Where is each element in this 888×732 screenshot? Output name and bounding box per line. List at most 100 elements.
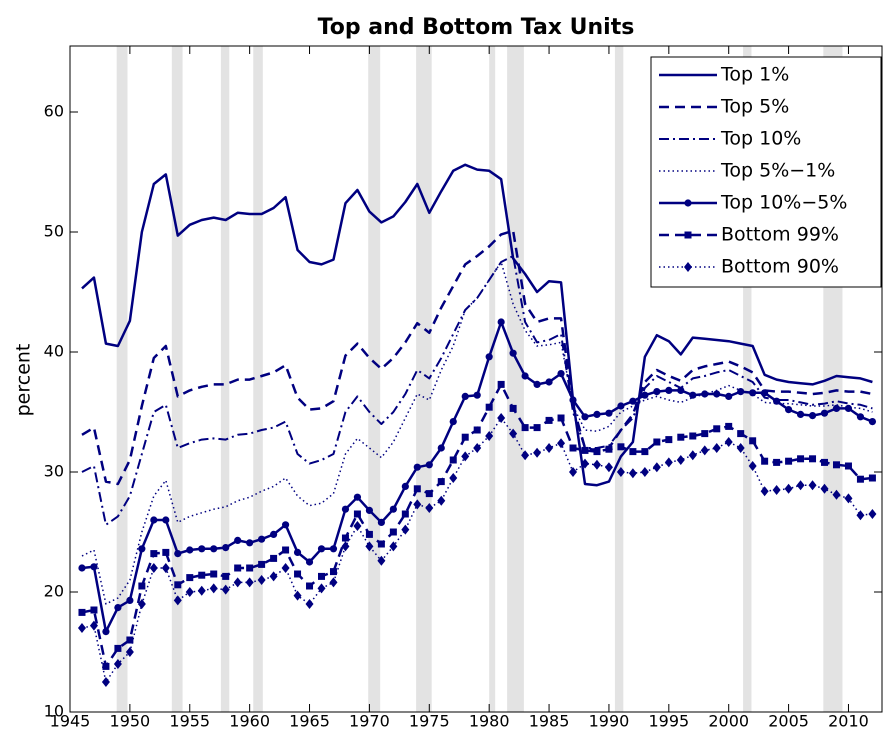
marker (173, 595, 182, 606)
marker (616, 467, 625, 477)
marker (748, 461, 757, 471)
series (81, 163, 873, 487)
marker (449, 473, 458, 483)
marker (341, 534, 349, 542)
marker (820, 483, 829, 494)
recession-band (416, 46, 432, 712)
marker (353, 510, 361, 518)
marker (856, 510, 865, 521)
x-tick-label: 1985 (529, 712, 570, 729)
marker (221, 584, 230, 595)
legend-label: Top 10% (720, 128, 801, 150)
y-tick-label: 30 (44, 462, 64, 481)
marker (497, 413, 506, 423)
marker (664, 457, 673, 468)
marker (222, 544, 230, 552)
marker (784, 483, 793, 494)
y-tick-label: 50 (44, 222, 64, 241)
marker (688, 450, 697, 461)
marker (581, 413, 589, 421)
marker (90, 606, 98, 614)
marker (580, 458, 589, 469)
marker (808, 480, 817, 491)
marker (233, 577, 242, 588)
marker (318, 572, 326, 580)
marker (162, 516, 170, 524)
marker (868, 509, 877, 519)
marker (209, 583, 218, 594)
marker (269, 530, 278, 539)
marker (102, 662, 110, 670)
marker (684, 199, 692, 207)
marker (677, 386, 685, 394)
legend-label: Bottom 99% (721, 224, 839, 246)
recession-band (171, 46, 183, 712)
marker (257, 575, 266, 585)
recession-band (507, 46, 524, 712)
marker (365, 541, 374, 552)
marker (174, 581, 182, 589)
x-tick-label: 1950 (110, 712, 151, 729)
marker (592, 459, 601, 470)
marker (617, 402, 625, 410)
marker (269, 571, 278, 582)
marker (700, 445, 709, 456)
marker (329, 545, 338, 553)
marker (449, 456, 457, 464)
marker (713, 390, 721, 398)
legend-label: Top 10%−5% (720, 192, 847, 214)
marker (628, 468, 637, 479)
marker (725, 422, 733, 430)
x-tick-label: 2005 (768, 712, 809, 729)
marker (245, 577, 254, 588)
marker (377, 518, 385, 527)
marker (737, 388, 745, 396)
marker (485, 403, 493, 411)
marker (473, 391, 481, 399)
marker (749, 389, 757, 397)
marker (282, 546, 290, 554)
x-tick-label: 2010 (828, 712, 869, 729)
marker (437, 478, 445, 486)
marker (605, 409, 613, 417)
marker (652, 462, 661, 473)
marker (684, 262, 692, 272)
marker (689, 391, 697, 399)
marker (676, 455, 685, 465)
marker (210, 570, 218, 578)
marker (114, 644, 122, 652)
marker (712, 443, 721, 453)
marker (497, 318, 505, 326)
marker (341, 505, 350, 513)
marker (593, 448, 601, 456)
marker (521, 372, 529, 380)
marker (306, 582, 314, 590)
marker (569, 396, 577, 404)
marker (377, 540, 385, 548)
marker (234, 536, 242, 545)
marker (761, 457, 769, 465)
marker (868, 474, 876, 482)
x-tick-label: 1965 (289, 712, 330, 729)
recession-band (253, 46, 263, 712)
marker (425, 490, 433, 498)
plot-frame (69, 45, 883, 713)
marker (389, 505, 397, 513)
marker (533, 424, 541, 432)
marker (617, 443, 625, 451)
marker (533, 447, 542, 458)
marker (413, 463, 421, 471)
marker (497, 380, 505, 388)
marker (365, 530, 373, 538)
marker (89, 620, 98, 631)
legend-label: Top 5%−1% (720, 160, 835, 182)
marker (437, 495, 446, 506)
series-line (81, 163, 873, 487)
marker (665, 386, 673, 394)
marker (509, 349, 517, 357)
marker (653, 388, 661, 396)
marker (521, 424, 529, 432)
marker (281, 521, 290, 529)
marker (246, 539, 254, 547)
